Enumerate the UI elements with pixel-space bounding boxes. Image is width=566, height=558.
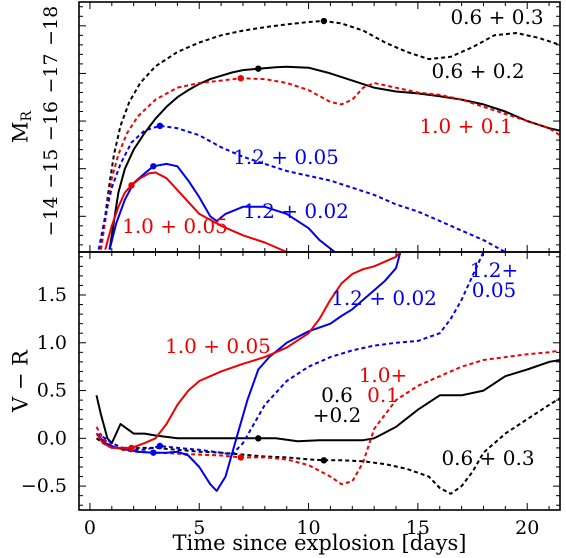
y-axis-label: V − R [9,349,33,413]
series-line [104,171,288,252]
series-marker [156,122,164,130]
series-marker [150,163,157,170]
series-label: 0.6 + 0.3 [441,446,534,470]
y-tick-label: 0.5 [37,380,67,402]
y-tick-label: −18 [40,6,62,46]
series-marker [156,442,164,450]
series-line [95,349,560,486]
y-axis-label: MR [9,111,36,144]
y-tick-label: −17 [40,53,62,93]
x-tick-label: 10 [296,517,320,539]
series-label: 0.6 + 0.3 [450,5,543,29]
series-group [97,17,560,252]
series-marker [128,444,135,452]
series-line [97,124,506,252]
series-line [95,252,402,492]
series-marker [320,17,328,25]
series-line [95,359,560,445]
x-axis-label: Time since explosion [days] [172,531,466,555]
panel-top: −14 −15 −16 −17 −18 MR 0.6 + 0.3 0.6 + 0.2 1.0 +… [9,1,561,253]
series-label: 1.2 + 0.02 [243,199,349,223]
series-marker [255,435,262,442]
series-label: 1.2 + 0.02 [331,286,437,310]
series-label: 0.6 + 0.2 [431,59,524,83]
series-marker [150,449,157,456]
series-line [99,20,560,250]
series-label: 1.0 + 0.05 [122,214,228,238]
series-marker [237,454,244,461]
y-tick-label: −16 [40,101,62,141]
y-tick-label: 1.0 [37,332,67,354]
y-axis-label-subscript: R [19,111,35,122]
y-tick-label: 0.0 [37,427,67,449]
series-marker [255,65,262,72]
x-tick-label: 15 [406,517,430,539]
series-line [95,397,560,495]
series-label: 0.6 +0.2 [313,383,362,427]
series-label: 1.2+ 0.05 [470,258,519,302]
x-tick-label: 5 [193,517,205,539]
series-marker [320,457,328,464]
series-line [96,252,485,456]
series-marker [128,182,135,189]
y-tick-label: −14 [40,196,62,236]
y-tick-label: 1.5 [37,284,67,306]
series-label: 1.2 + 0.05 [233,145,339,169]
y-tick-label: −15 [40,149,62,189]
series-label: 1.0 + 0.1 [419,114,512,138]
y-tick-label: −0.5 [21,475,67,497]
series-group [95,252,560,495]
panel-bottom: 0 5 10 15 20 −0.5 0.0 0.5 1.0 1.5 V − R Time since … [9,251,561,555]
series-label: 1.0+ 0.1 [359,363,408,407]
x-tick-label: 0 [84,517,96,539]
series-marker [237,74,244,82]
series-label: 1.0 + 0.05 [165,334,271,358]
x-tick-label: 20 [515,517,539,539]
series-line [99,77,560,250]
